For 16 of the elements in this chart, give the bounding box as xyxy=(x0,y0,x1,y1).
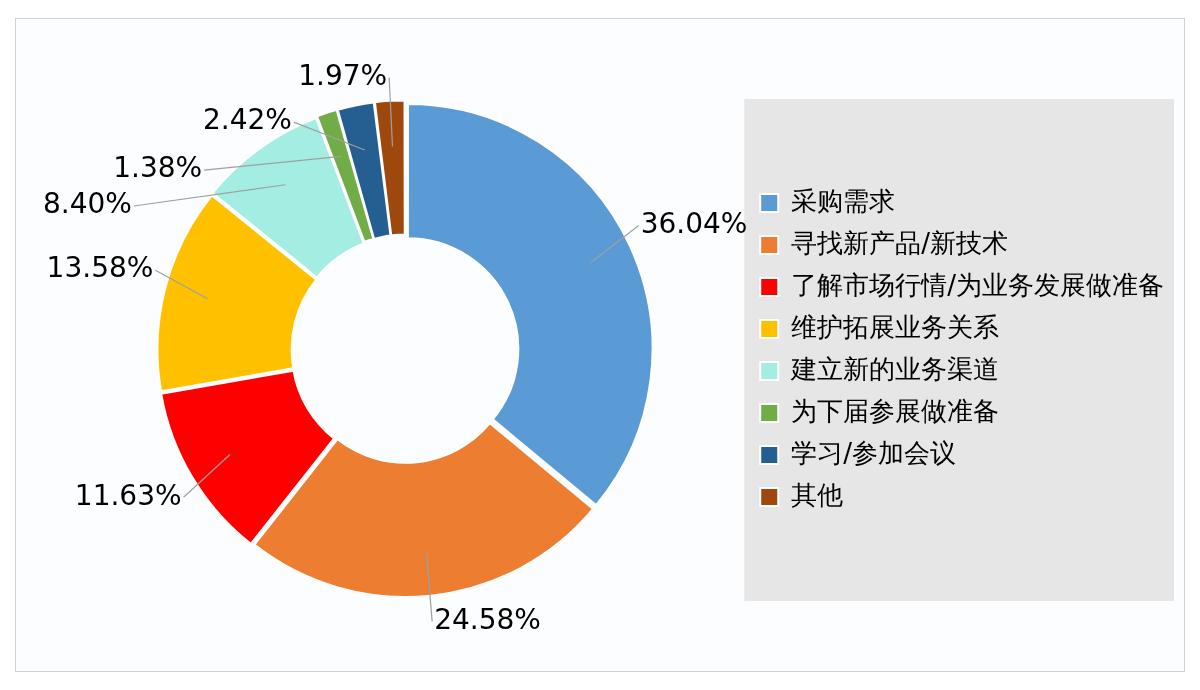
legend-label: 学习/参加会议 xyxy=(791,437,957,468)
data-label: 2.42% xyxy=(202,103,292,137)
data-label: 24.58% xyxy=(434,602,541,636)
legend-label: 了解市场行情/为业务发展做准备 xyxy=(791,269,1165,300)
legend-label: 为下届参展做准备 xyxy=(791,395,1000,426)
legend-label: 其他 xyxy=(791,479,844,510)
legend-label: 寻找新产品/新技术 xyxy=(791,227,1009,258)
data-label: 8.40% xyxy=(42,187,132,221)
data-label: 1.97% xyxy=(298,58,388,92)
legend-label: 建立新的业务渠道 xyxy=(790,353,1000,384)
data-label: 11.63% xyxy=(74,478,182,512)
legend-label: 采购需求 xyxy=(791,185,896,216)
legend-label: 维护拓展业务关系 xyxy=(791,311,1000,342)
data-label: 13.58% xyxy=(46,251,154,285)
data-label: 36.04% xyxy=(640,206,748,240)
data-label: 1.38% xyxy=(113,151,203,185)
